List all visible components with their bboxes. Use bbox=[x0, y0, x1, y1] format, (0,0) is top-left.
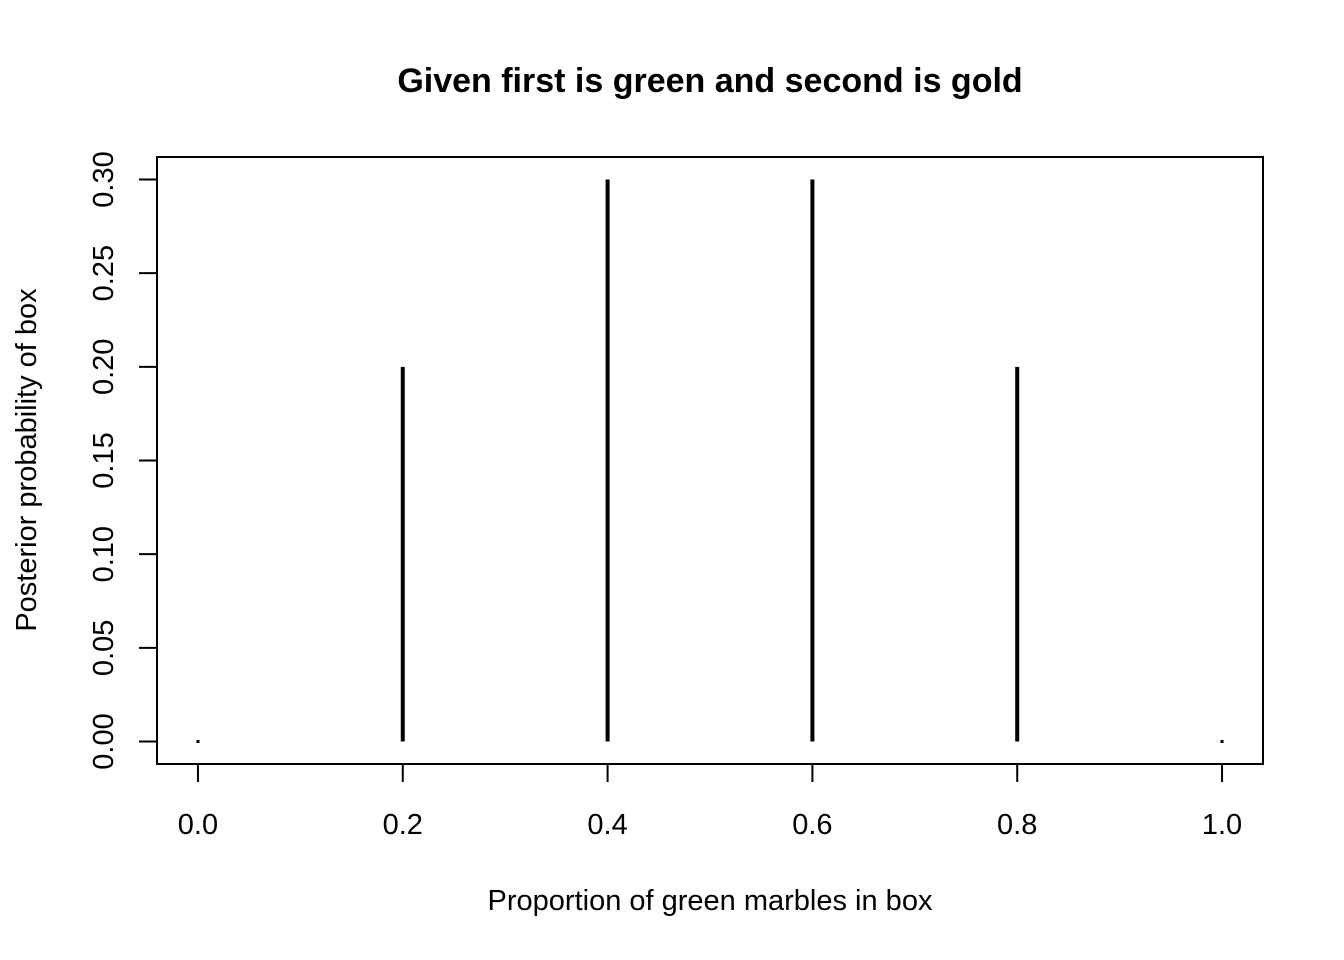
x-axis: 0.0 0.2 0.4 0.6 0.8 1.0 bbox=[178, 763, 1242, 841]
y-tick-label: 0.05 bbox=[88, 620, 120, 676]
bars bbox=[196, 179, 1224, 744]
y-tick-label: 0.25 bbox=[88, 245, 120, 301]
x-tick-label: 0.6 bbox=[792, 809, 832, 841]
y-axis-label: Posterior probability of box bbox=[11, 288, 43, 632]
y-tick-label: 0.15 bbox=[88, 432, 120, 488]
y-tick-label: 0.20 bbox=[88, 339, 120, 395]
x-tick-label: 1.0 bbox=[1202, 809, 1242, 841]
y-tick-label: 0.00 bbox=[88, 713, 120, 769]
bar bbox=[1220, 740, 1224, 744]
x-tick-label: 0.4 bbox=[587, 809, 627, 841]
chart-title: Given first is green and second is gold bbox=[397, 62, 1022, 100]
x-axis-label: Proportion of green marbles in box bbox=[488, 885, 933, 917]
y-tick-label: 0.30 bbox=[88, 151, 120, 207]
y-tick-label: 0.10 bbox=[88, 526, 120, 582]
x-tick-label: 0.0 bbox=[178, 809, 218, 841]
x-tick-label: 0.8 bbox=[997, 809, 1037, 841]
x-tick-label: 0.2 bbox=[383, 809, 423, 841]
y-axis: 0.00 0.05 0.10 0.15 0.20 0.25 0.30 bbox=[88, 151, 158, 770]
bar bbox=[196, 740, 200, 744]
plot-frame bbox=[156, 156, 1264, 765]
